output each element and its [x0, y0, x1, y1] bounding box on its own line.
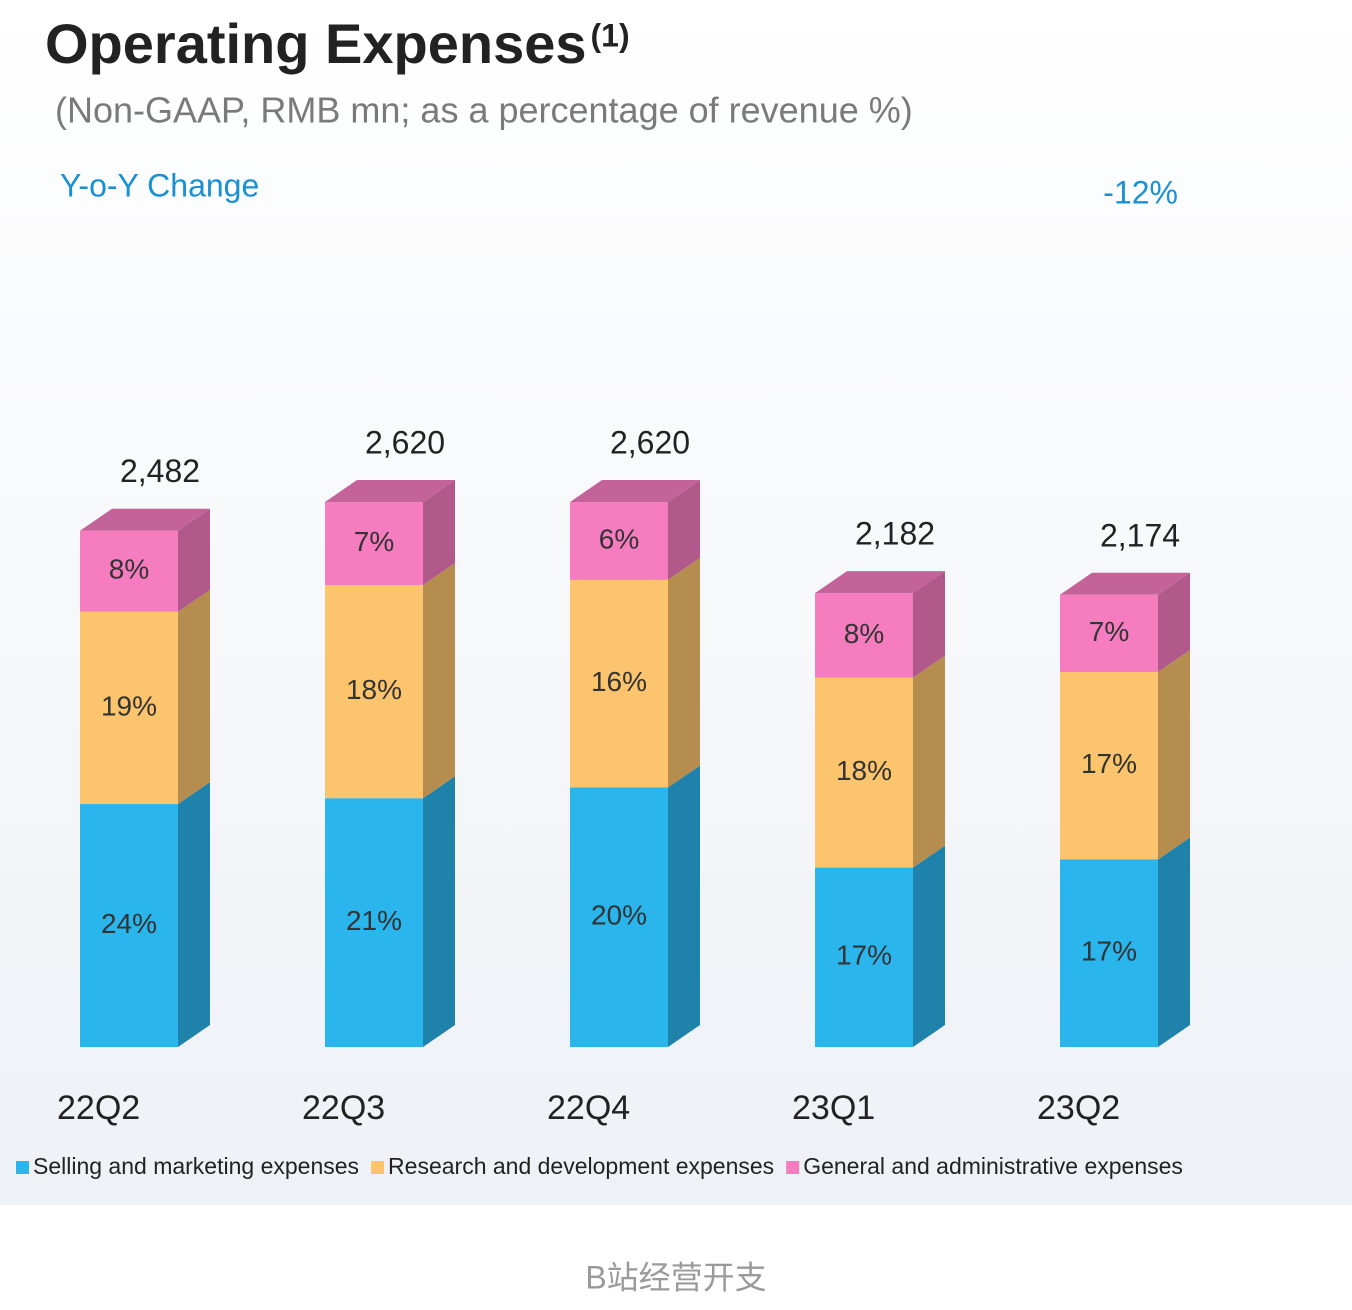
bar-segment — [815, 677, 913, 868]
total-label: 2,620 — [365, 424, 445, 460]
bar-side — [1158, 650, 1190, 860]
bar-side — [178, 589, 210, 805]
legend-swatch — [16, 1161, 29, 1174]
bar-segment — [1060, 859, 1158, 1047]
data-label: 16% — [591, 666, 647, 697]
data-label: 18% — [836, 755, 892, 786]
bar-side — [423, 776, 455, 1047]
bar-top — [1060, 572, 1190, 595]
bar-segment — [815, 867, 913, 1047]
total-label: 2,174 — [1100, 517, 1180, 553]
bar-side — [1158, 572, 1190, 673]
total-label: 2,620 — [610, 424, 690, 460]
bar-top — [570, 480, 700, 503]
bar-segment — [325, 502, 423, 585]
bar-side — [913, 655, 945, 868]
x-tick-label: 22Q3 — [302, 1089, 385, 1127]
bar-segment — [570, 502, 668, 580]
data-label: 6% — [599, 523, 639, 554]
bar-segment — [80, 611, 178, 805]
data-label: 17% — [1081, 748, 1137, 779]
annotation: -12% — [1103, 174, 1178, 210]
bar-segment — [325, 584, 423, 799]
data-label: 17% — [1081, 936, 1137, 967]
legend-label: General and administrative expenses — [803, 1153, 1183, 1179]
bar-side — [1158, 837, 1190, 1047]
bar-side — [668, 557, 700, 788]
x-tick-label: 22Q4 — [547, 1089, 630, 1127]
data-label: 21% — [346, 905, 402, 936]
legend-label: Research and development expenses — [388, 1153, 774, 1179]
data-label: 17% — [836, 940, 892, 971]
subtitle: (Non-GAAP, RMB mn; as a percentage of re… — [55, 90, 913, 131]
bar-segment — [815, 593, 913, 678]
bar-top — [80, 508, 210, 531]
title-note: (1) — [591, 17, 630, 53]
x-tick-label: 23Q2 — [1037, 1089, 1120, 1127]
bar-segment — [570, 579, 668, 788]
bar-side — [668, 765, 700, 1047]
caption: B站经营开支 — [585, 1259, 766, 1295]
bar-top — [815, 571, 945, 594]
data-label: 24% — [101, 908, 157, 939]
data-label: 19% — [101, 690, 157, 721]
annotation: Y-o-Y Change — [60, 167, 259, 203]
data-label: 7% — [354, 526, 394, 557]
legend-label: Selling and marketing expenses — [33, 1153, 359, 1179]
bar-top — [325, 480, 455, 503]
data-label: 8% — [844, 618, 884, 649]
x-tick-label: 22Q2 — [57, 1089, 140, 1127]
bar-segment — [570, 787, 668, 1047]
bar-segment — [80, 804, 178, 1047]
x-tick-label: 23Q1 — [792, 1089, 875, 1127]
bar-side — [423, 562, 455, 799]
bar-segment — [325, 798, 423, 1047]
total-label: 2,482 — [120, 453, 200, 489]
legend-swatch — [786, 1161, 800, 1174]
bar-side — [178, 508, 210, 612]
chart-title: Operating Expenses — [45, 12, 587, 75]
data-label: 8% — [109, 554, 149, 585]
bar-side — [913, 571, 945, 678]
bar-side — [668, 480, 700, 580]
total-label: 2,182 — [855, 516, 935, 552]
bar-side — [178, 782, 210, 1047]
bar-segment — [80, 530, 178, 612]
bar-side — [913, 845, 945, 1047]
bar-segment — [1060, 594, 1158, 673]
data-label: 20% — [591, 900, 647, 931]
bar-segment — [1060, 672, 1158, 860]
data-label: 7% — [1089, 616, 1129, 647]
legend-swatch — [371, 1161, 385, 1174]
bar-side — [423, 480, 455, 585]
data-label: 18% — [346, 674, 402, 705]
